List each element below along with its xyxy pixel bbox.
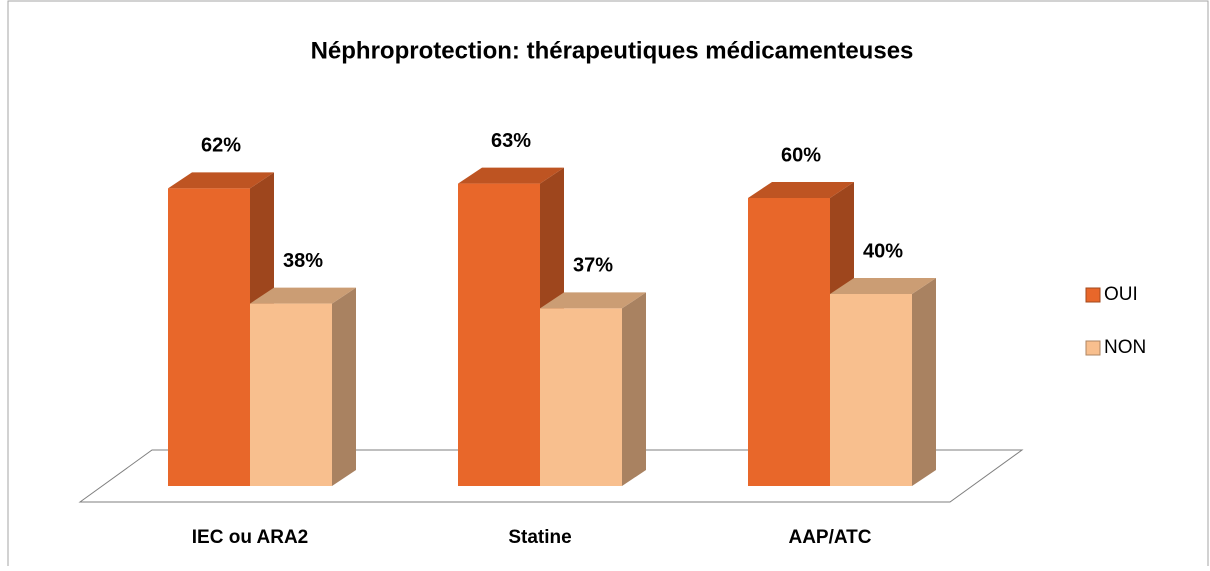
x-tick-label: AAP/ATC (788, 527, 871, 548)
bar-top (748, 182, 854, 198)
value-label: 37% (573, 255, 613, 277)
legend-label: OUI (1104, 284, 1138, 305)
bar (748, 198, 830, 486)
bar-top (458, 167, 564, 184)
value-label: 62% (201, 135, 241, 157)
legend-label: NON (1104, 337, 1146, 358)
bar-top (830, 278, 936, 294)
bar-top (168, 172, 274, 189)
bar-side (622, 292, 646, 486)
value-label: 60% (781, 144, 821, 166)
x-tick-label: Statine (508, 527, 571, 548)
bar-side (332, 287, 356, 486)
chart-title: Néphroprotection: thérapeutiques médicam… (311, 37, 914, 64)
value-label: 63% (491, 130, 531, 152)
bar (830, 294, 912, 486)
bar (458, 183, 540, 486)
bar-top (540, 292, 646, 309)
bar (540, 308, 622, 486)
bar (250, 303, 332, 486)
x-tick-label: IEC ou ARA2 (192, 527, 308, 548)
bar-top (250, 287, 356, 304)
legend-swatch (1085, 287, 1101, 303)
legend-swatch (1085, 340, 1101, 356)
bar-side (912, 278, 936, 486)
bar (168, 188, 250, 486)
value-label: 38% (283, 250, 323, 272)
value-label: 40% (863, 240, 903, 262)
